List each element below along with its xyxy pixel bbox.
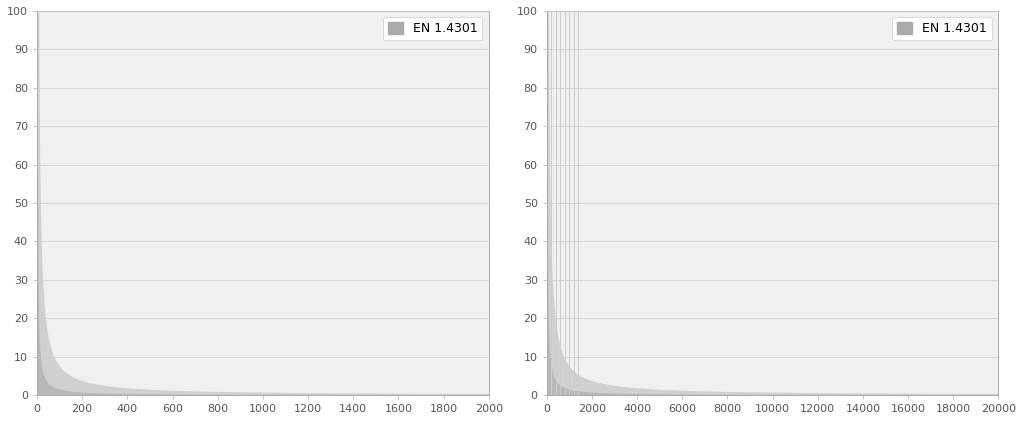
Bar	[546, 318, 998, 357]
Bar	[546, 11, 998, 49]
Bar	[37, 11, 489, 49]
Bar	[37, 318, 489, 357]
Bar	[37, 49, 489, 88]
Bar	[37, 165, 489, 203]
Bar	[546, 49, 998, 88]
Bar	[546, 280, 998, 318]
Bar	[546, 88, 998, 126]
Bar	[546, 357, 998, 395]
Bar	[37, 203, 489, 241]
Legend: EN 1.4301: EN 1.4301	[383, 17, 483, 40]
Legend: EN 1.4301: EN 1.4301	[892, 17, 992, 40]
Bar	[546, 126, 998, 165]
Bar	[37, 126, 489, 165]
Bar	[546, 165, 998, 203]
Bar	[37, 241, 489, 280]
Bar	[37, 357, 489, 395]
Bar	[37, 88, 489, 126]
Bar	[546, 203, 998, 241]
Bar	[37, 280, 489, 318]
Bar	[546, 241, 998, 280]
